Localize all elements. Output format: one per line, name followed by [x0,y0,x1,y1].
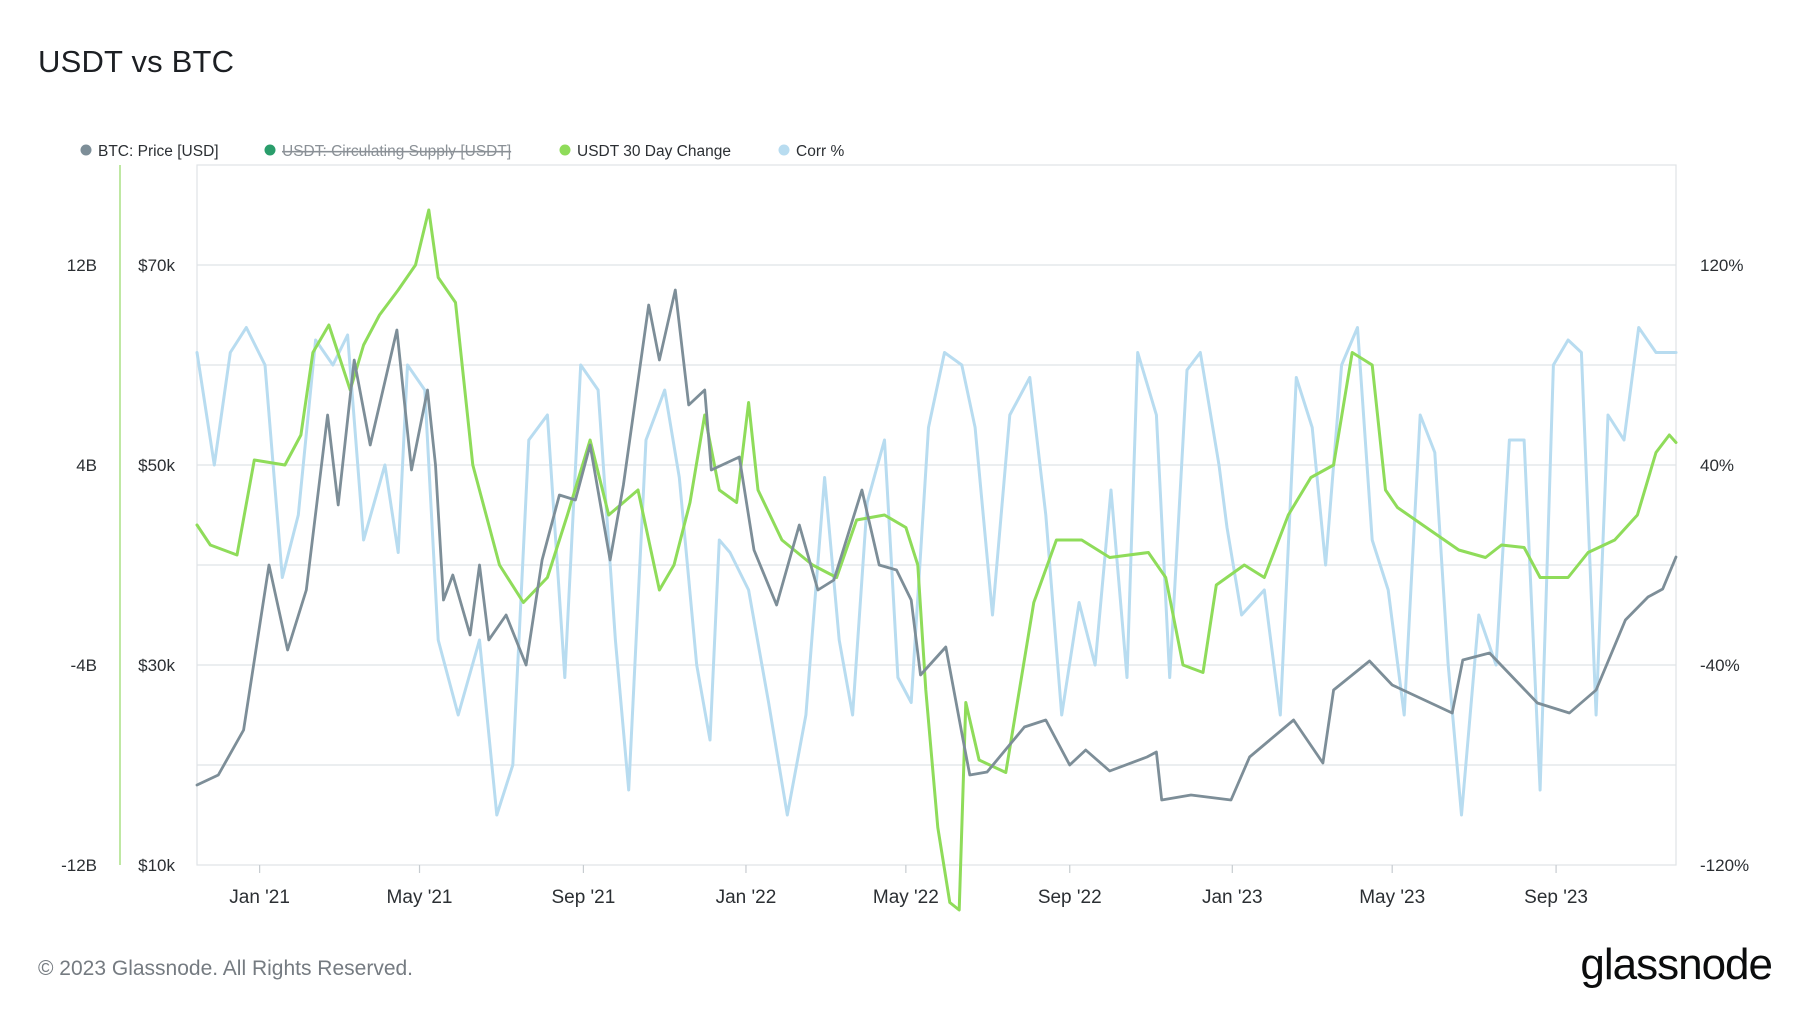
legend-marker [778,144,790,156]
corr-axis-tick-label: 120% [1700,256,1743,275]
x-axis-tick-label: May '21 [387,887,453,908]
usdt-30-day-change-line [195,208,1678,912]
btc-price-line [195,288,1678,802]
corr-line [195,326,1678,817]
x-axis-tick-label: Sep '23 [1524,887,1588,908]
legend-marker [80,144,92,156]
corr-axis-tick-label: 40% [1700,456,1734,475]
btc-axis-tick-label: $10k [138,856,175,875]
x-axis: Jan '21 May '21 Sep '21 Jan '22 May '22 Sep '… [229,865,1588,908]
usdt-axis-tick-label: 4B [76,456,97,475]
legend-label: Corr % [796,143,844,160]
btc-axis-tick-label: $30k [138,656,175,675]
right-axis: 120% 40% -40% -120% [1700,256,1749,875]
brand-logo[interactable]: glassnode [1580,940,1773,989]
chart-title: USDT vs BTC [38,44,235,79]
series-layer [195,208,1678,912]
usdt-axis-tick-label: -12B [61,856,97,875]
legend-item[interactable]: USDT 30 Day Change [559,143,731,160]
legend-marker [264,144,276,156]
btc-axis-tick-label: $50k [138,456,175,475]
x-axis-tick-label: May '23 [1359,887,1425,908]
legend-item[interactable]: BTC: Price [USD] [80,143,219,160]
x-axis-tick-label: Jan '22 [716,887,777,908]
left-axes: 12B 4B -4B -12B $70k $50k $30k $10k [61,165,175,875]
copyright-notice: © 2023 Glassnode. All Rights Reserved. [38,957,414,980]
x-axis-tick-label: Jan '21 [229,887,290,908]
plot-frame [196,164,1677,866]
x-axis-tick-label: May '22 [873,887,939,908]
legend-label: BTC: Price [USD] [98,143,219,160]
legend[interactable]: BTC: Price [USD] USDT: Circulating Supply… [80,143,845,160]
btc-axis-tick-label: $70k [138,256,175,275]
legend-label: USDT 30 Day Change [577,143,731,160]
legend-item[interactable]: USDT: Circulating Supply [USDT] [264,143,512,160]
usdt-axis-tick-label: -4B [71,656,97,675]
legend-marker [559,144,571,156]
grid-lines [196,164,1677,866]
x-axis-tick-label: Sep '21 [551,887,615,908]
x-axis-tick-label: Jan '23 [1202,887,1263,908]
corr-axis-tick-label: -120% [1700,856,1749,875]
legend-label: USDT: Circulating Supply [USDT] [282,143,511,160]
x-axis-tick-label: Sep '22 [1038,887,1102,908]
legend-item[interactable]: Corr % [778,143,845,160]
usdt-axis-tick-label: 12B [67,256,97,275]
corr-axis-tick-label: -40% [1700,656,1740,675]
